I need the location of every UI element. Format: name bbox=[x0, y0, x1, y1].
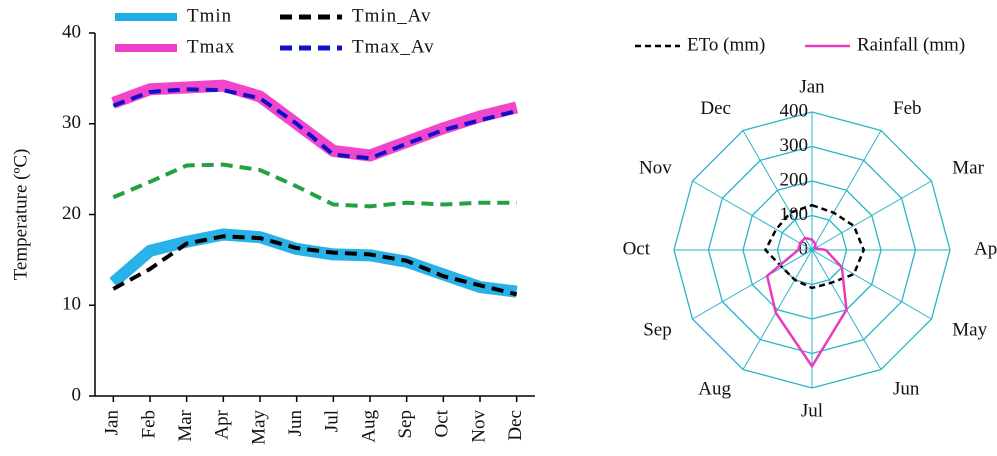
legend-label: Tmin bbox=[187, 5, 232, 26]
category-label: Nov bbox=[639, 157, 672, 178]
category-label: Jun bbox=[893, 379, 920, 400]
x-tick-label: Aug bbox=[358, 410, 379, 443]
spoke bbox=[811, 130, 882, 251]
category-label: Dec bbox=[700, 98, 731, 119]
y-tick-label: 20 bbox=[62, 203, 81, 224]
x-tick-label: Dec bbox=[505, 410, 526, 441]
category-label: Mar bbox=[952, 157, 984, 178]
y-axis-label: Temperature (ºC) bbox=[10, 149, 31, 281]
r-tick-label: 400 bbox=[780, 100, 809, 121]
x-tick-label: Oct bbox=[432, 409, 453, 437]
y-tick-label: 0 bbox=[72, 384, 82, 405]
r-tick-label: 0 bbox=[799, 238, 809, 259]
legend-label: Tmin_Av bbox=[352, 5, 431, 26]
x-tick-label: May bbox=[248, 410, 269, 445]
category-label: Aug bbox=[698, 379, 731, 400]
x-tick-label: Apr bbox=[212, 409, 233, 439]
series-line bbox=[112, 234, 518, 297]
r-tick-label: 200 bbox=[780, 169, 809, 190]
category-label: Jul bbox=[801, 400, 823, 421]
category-label: Feb bbox=[893, 98, 922, 119]
category-label: Oct bbox=[623, 238, 651, 259]
spoke bbox=[811, 180, 932, 251]
spoke bbox=[742, 249, 813, 370]
legend-label: Tmax bbox=[187, 36, 235, 57]
x-tick-label: Jan bbox=[102, 410, 123, 436]
y-tick-label: 10 bbox=[62, 294, 81, 315]
x-tick-label: Nov bbox=[468, 410, 489, 443]
y-tick-label: 30 bbox=[62, 112, 81, 133]
series-line bbox=[765, 236, 848, 369]
spoke bbox=[811, 249, 932, 320]
legend-label: Tmax_Av bbox=[352, 36, 435, 57]
series-line bbox=[112, 87, 518, 161]
x-tick-label: Feb bbox=[138, 410, 159, 439]
spoke bbox=[742, 130, 813, 251]
x-tick-label: Sep bbox=[395, 410, 416, 439]
x-tick-label: Jul bbox=[322, 410, 343, 432]
x-tick-label: Jun bbox=[285, 410, 306, 437]
spoke bbox=[692, 180, 813, 251]
series-line bbox=[109, 228, 518, 298]
series-line bbox=[111, 79, 519, 162]
legend-label: Rainfall (mm) bbox=[857, 34, 965, 55]
y-tick-label: 40 bbox=[62, 21, 81, 42]
category-label: Jan bbox=[799, 76, 825, 97]
category-label: May bbox=[952, 319, 987, 340]
series-line bbox=[112, 162, 517, 209]
legend-label: ETo (mm) bbox=[687, 34, 765, 55]
category-label: Apr bbox=[974, 238, 997, 259]
x-tick-label: Mar bbox=[175, 409, 196, 441]
r-tick-label: 300 bbox=[780, 135, 809, 156]
category-label: Sep bbox=[643, 319, 672, 340]
series-line bbox=[763, 203, 866, 290]
spoke bbox=[692, 249, 813, 320]
